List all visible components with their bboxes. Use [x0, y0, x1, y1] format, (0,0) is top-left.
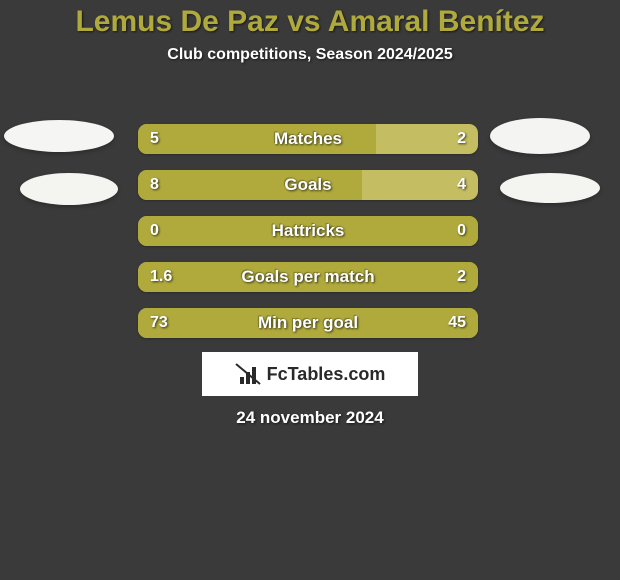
- avatar: [490, 118, 590, 154]
- bar-left-segment: [138, 216, 478, 246]
- stat-row: Min per goal7345: [0, 304, 620, 350]
- stat-row: Goals per match1.62: [0, 258, 620, 304]
- bar-track: [138, 170, 478, 200]
- bar-track: [138, 262, 478, 292]
- avatar: [20, 173, 118, 205]
- bar-track: [138, 308, 478, 338]
- bars-icon: [235, 363, 261, 385]
- bar-track: [138, 124, 478, 154]
- bar-track: [138, 216, 478, 246]
- bar-left-segment: [138, 308, 478, 338]
- bar-left-segment: [138, 262, 478, 292]
- avatar: [500, 173, 600, 203]
- bar-left-segment: [138, 170, 362, 200]
- attribution-text: FcTables.com: [267, 364, 386, 385]
- attribution-logo: FcTables.com: [202, 352, 418, 396]
- subtitle: Club competitions, Season 2024/2025: [0, 46, 620, 64]
- comparison-canvas: Lemus De Paz vs Amaral Benítez Club comp…: [0, 0, 620, 580]
- bar-left-segment: [138, 124, 376, 154]
- date-label: 24 november 2024: [0, 408, 620, 428]
- avatar: [4, 120, 114, 152]
- page-title: Lemus De Paz vs Amaral Benítez: [0, 0, 620, 44]
- stat-row: Hattricks00: [0, 212, 620, 258]
